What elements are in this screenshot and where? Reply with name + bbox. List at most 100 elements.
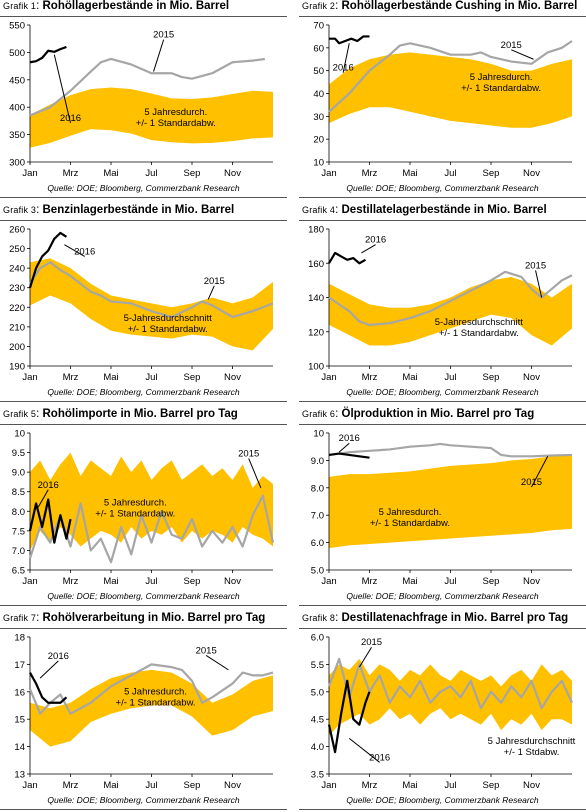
- series-line-2016: [327, 679, 371, 754]
- y-tick-label: 120: [308, 327, 324, 338]
- x-tick-label: Mai: [103, 780, 118, 791]
- chart-plot: 100 120 140 160 180 Jan Mrz Mai Jul Sep Nov 2016 201…: [308, 225, 573, 383]
- x-tick-label: Jan: [321, 780, 336, 791]
- y-tick-label: 240: [9, 264, 25, 275]
- band-label-line: 5 Jahresdurchschnitt: [488, 736, 576, 747]
- band-label-line: +/- 1 Stdabw.: [504, 747, 560, 758]
- annotation-arrow: [37, 489, 49, 508]
- chart-panel-8: Grafik 8: Destillatenachfrage in Mio. Ba…: [299, 612, 586, 812]
- x-tick-label: Mai: [402, 576, 417, 587]
- annotation-arrow: [531, 456, 549, 488]
- bottom-rule: [0, 197, 287, 198]
- chart-title-text: Rohölverarbeitung in Mio. Barrel pro Tag: [42, 612, 266, 624]
- bottom-rule: [299, 401, 586, 402]
- chart-prefix: Grafik 1: [3, 1, 37, 11]
- annotation-arrow: [207, 285, 215, 300]
- annotation-arrow: [64, 244, 85, 257]
- chart-panel-3: Grafik 3: Benzinlagerbestände in Mio. Ba…: [0, 204, 287, 404]
- chart-prefix: Grafik 6: [302, 409, 336, 419]
- x-tick-label: Mai: [402, 372, 417, 383]
- x-tick-label: Nov: [523, 780, 540, 791]
- annotation-arrow: [535, 270, 543, 298]
- chart-prefix: Grafik 5: [3, 409, 37, 419]
- series-label-2015: 2015: [153, 30, 174, 41]
- annotation-arrow: [511, 49, 534, 60]
- x-tick-label: Sep: [483, 780, 500, 791]
- y-tick-label: 5.5: [311, 660, 324, 671]
- std-band-area: [30, 258, 273, 351]
- y-tick-label: 450: [9, 75, 25, 86]
- chart-plot: 300 350 400 450 500 550 Jan Mrz Mai Jul Sep Nov 2015…: [9, 21, 273, 179]
- x-tick-label: Mrz: [63, 168, 79, 179]
- band-label: 5 Jahresdurch. +/- 1 Standardabw.: [136, 107, 216, 129]
- title-rule: [0, 424, 287, 425]
- y-tick-label: 14: [14, 742, 25, 753]
- x-tick-label: Nov: [224, 168, 241, 179]
- chart-source: Quelle: DOE; Bloomberg, Commerzbank Rese…: [346, 387, 539, 397]
- chart-title: Grafik 4: Destillatelagerbestände in Mio…: [302, 204, 547, 216]
- x-tick-label: Sep: [483, 576, 500, 587]
- y-tick-label: 140: [308, 293, 324, 304]
- y-tick-label: 160: [308, 259, 324, 270]
- annotation-arrow: [348, 737, 380, 763]
- band-label: 5 Jahresdurch. +/- 1 Standardabw.: [461, 72, 541, 94]
- chart-plot: 13 14 15 16 17 18 Jan Mrz Mai Jul Sep Nov 2016 2015 5 …: [14, 633, 274, 791]
- chart-prefix: Grafik 8: [302, 613, 336, 623]
- y-tick-label: 18: [14, 633, 25, 644]
- x-tick-label: Jul: [145, 576, 157, 587]
- x-tick-label: Mai: [402, 168, 417, 179]
- x-tick-label: Jul: [444, 168, 456, 179]
- annotation-arrow: [358, 646, 372, 668]
- y-tick-label: 4.0: [311, 742, 324, 753]
- bottom-rule: [0, 605, 287, 606]
- annotation-arrow: [53, 54, 71, 124]
- std-band-area: [329, 658, 572, 736]
- std-band-area: [30, 452, 273, 551]
- band-label-line: +/- 1 Standardabw.: [370, 518, 450, 529]
- x-tick-label: Nov: [224, 780, 241, 791]
- x-tick-label: Mrz: [362, 780, 378, 791]
- chart-prefix: Grafik 2: [302, 1, 336, 11]
- y-tick-label: 20: [313, 135, 324, 146]
- x-tick-label: Mai: [402, 780, 417, 791]
- series-label-2015: 2015: [361, 637, 382, 648]
- y-tick-label: 8.0: [12, 507, 25, 518]
- y-tick-label: 10: [14, 429, 25, 440]
- x-tick-label: Jul: [145, 780, 157, 791]
- x-tick-label: Sep: [184, 372, 201, 383]
- series-line-2015: [28, 494, 275, 564]
- y-tick-label: 40: [313, 89, 324, 100]
- series-line-2015: [327, 657, 573, 710]
- y-tick-label: 9.5: [12, 448, 25, 459]
- chart-panel-5: Grafik 5: Rohölimporte in Mio. Barrel pr…: [0, 408, 287, 608]
- y-tick-label: 5.0: [311, 566, 324, 577]
- y-tick-label: 4.5: [311, 715, 324, 726]
- x-tick-label: Mai: [103, 168, 118, 179]
- series-label-2015: 2015: [525, 260, 546, 271]
- series-label-2016: 2016: [74, 246, 95, 257]
- x-tick-label: Jan: [22, 372, 37, 383]
- y-tick-label: 500: [9, 48, 25, 59]
- x-tick-label: Jan: [321, 168, 336, 179]
- band-label-line: 5-Jahresdurchschnitt: [124, 313, 213, 324]
- y-tick-label: 8.5: [12, 487, 25, 498]
- chart-title-text: Destillatelagerbestände in Mio. Barrel: [341, 204, 547, 216]
- chart-prefix: Grafik 4: [302, 205, 336, 215]
- x-tick-label: Jul: [145, 168, 157, 179]
- y-tick-label: 70: [313, 21, 324, 32]
- x-tick-label: Nov: [224, 372, 241, 383]
- series-line-2015: [328, 40, 573, 113]
- band-label-line: +/- 1 Standardabw.: [116, 698, 196, 709]
- series-label-2016: 2016: [369, 752, 390, 763]
- y-tick-label: 220: [9, 303, 25, 314]
- x-tick-label: Jan: [321, 576, 336, 587]
- series-label-2016: 2016: [365, 235, 386, 246]
- band-label: 5 Jahresdurch. +/- 1 Standardabw.: [95, 497, 175, 519]
- series-label-2015: 2015: [204, 276, 225, 287]
- annotation-arrow: [338, 442, 350, 453]
- chart-panel-6: Grafik 6: Ölproduktion in Mio. Barrel pr…: [299, 408, 586, 608]
- chart-prefix: Grafik 3: [3, 205, 37, 215]
- chart-source: Quelle: DOE; Bloomberg, Commerzbank Rese…: [47, 591, 240, 601]
- band-label-line: +/- 1 Standardabw.: [95, 508, 175, 519]
- chart-title: Grafik 5: Rohölimporte in Mio. Barrel pr…: [3, 408, 238, 420]
